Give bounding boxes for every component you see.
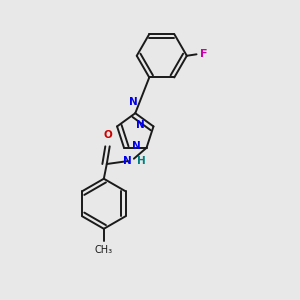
Text: CH₃: CH₃ bbox=[95, 245, 113, 255]
Text: N: N bbox=[136, 120, 145, 130]
Text: H: H bbox=[137, 156, 146, 166]
Text: N: N bbox=[132, 141, 141, 151]
Text: F: F bbox=[200, 49, 208, 59]
Text: N: N bbox=[129, 97, 138, 107]
Text: O: O bbox=[104, 130, 112, 140]
Text: N: N bbox=[123, 156, 132, 166]
